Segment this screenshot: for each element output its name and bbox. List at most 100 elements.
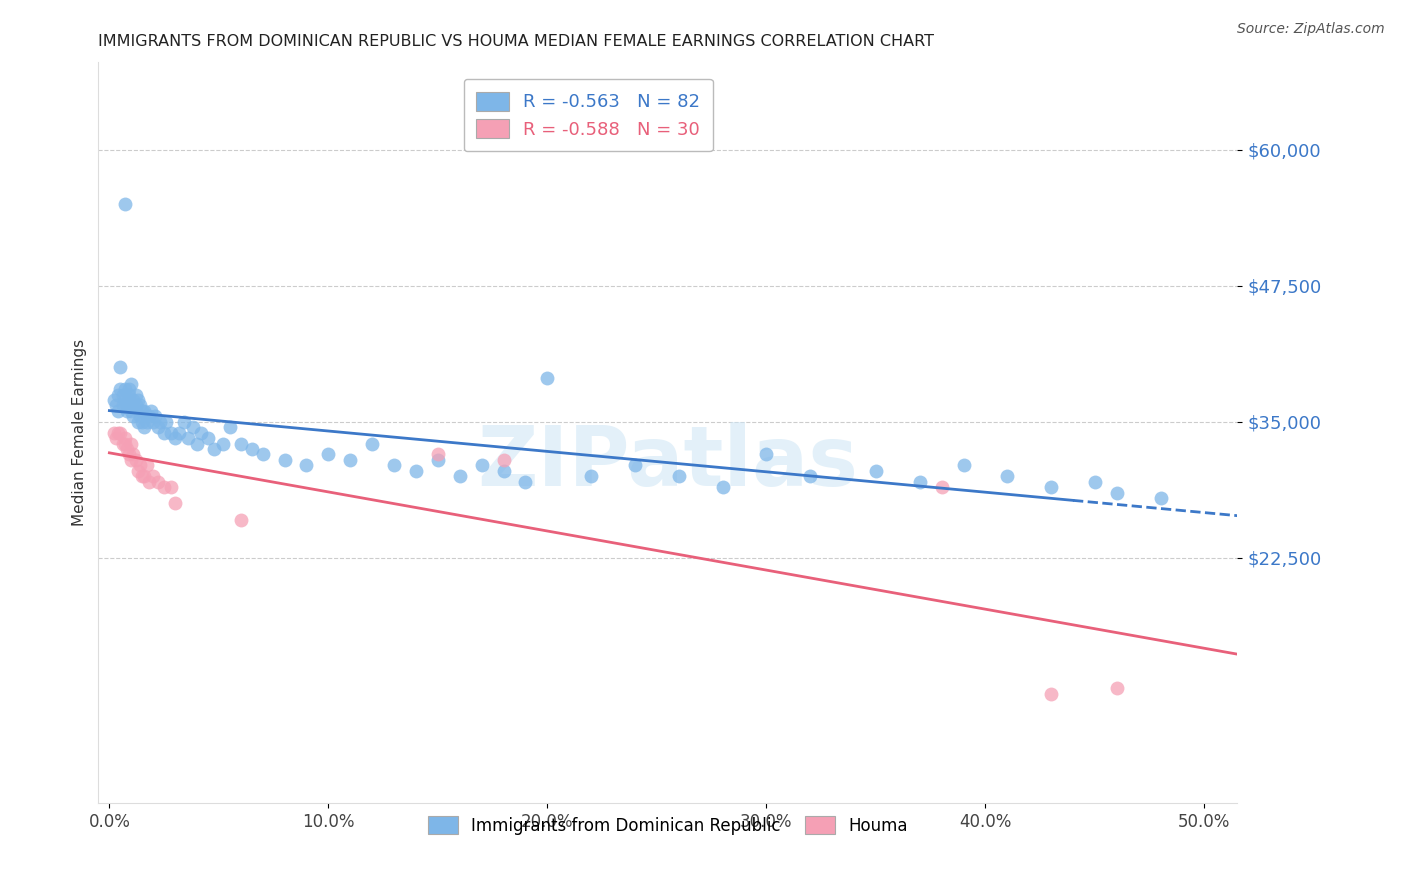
Point xyxy=(107,425,129,440)
Y-axis label: Median Female Earnings: Median Female Earnings xyxy=(72,339,87,526)
Point xyxy=(110,360,132,375)
Point xyxy=(190,425,212,440)
Point xyxy=(382,458,405,473)
Point xyxy=(159,425,181,440)
Point xyxy=(124,398,146,412)
Point xyxy=(1040,480,1063,494)
Point xyxy=(120,404,142,418)
Point xyxy=(252,447,274,461)
Point xyxy=(131,415,153,429)
Point xyxy=(318,447,340,461)
Point xyxy=(135,458,157,473)
Point xyxy=(1105,681,1128,696)
Point xyxy=(110,382,132,396)
Point xyxy=(118,392,141,407)
Point xyxy=(149,415,172,429)
Point xyxy=(155,415,177,429)
Point xyxy=(104,398,127,412)
Legend: Immigrants from Dominican Republic, Houma: Immigrants from Dominican Republic, Houm… xyxy=(416,805,920,847)
Point xyxy=(120,398,142,412)
Point xyxy=(405,464,427,478)
Point xyxy=(181,420,204,434)
Point xyxy=(668,469,690,483)
Point xyxy=(107,404,129,418)
Point xyxy=(146,420,169,434)
Point xyxy=(169,425,191,440)
Text: IMMIGRANTS FROM DOMINICAN REPUBLIC VS HOUMA MEDIAN FEMALE EARNINGS CORRELATION C: IMMIGRANTS FROM DOMINICAN REPUBLIC VS HO… xyxy=(98,34,935,49)
Point xyxy=(212,436,235,450)
Point xyxy=(118,447,141,461)
Point xyxy=(273,453,295,467)
Point xyxy=(471,458,494,473)
Point xyxy=(118,387,141,401)
Point xyxy=(120,453,142,467)
Point xyxy=(624,458,647,473)
Point xyxy=(114,382,136,396)
Point xyxy=(186,436,208,450)
Point xyxy=(146,475,169,489)
Point xyxy=(114,436,136,450)
Point xyxy=(139,404,162,418)
Point xyxy=(115,442,138,456)
Point xyxy=(115,404,138,418)
Point xyxy=(115,398,138,412)
Point xyxy=(131,469,153,483)
Point xyxy=(229,436,252,450)
Point xyxy=(1040,687,1063,701)
Point xyxy=(129,458,152,473)
Point xyxy=(114,197,136,211)
Point xyxy=(104,431,127,445)
Point xyxy=(120,436,142,450)
Point xyxy=(515,475,537,489)
Point xyxy=(110,425,132,440)
Point xyxy=(492,453,515,467)
Point xyxy=(135,415,157,429)
Point xyxy=(449,469,471,483)
Point xyxy=(579,469,602,483)
Point xyxy=(103,425,125,440)
Point xyxy=(118,382,141,396)
Point xyxy=(1084,475,1107,489)
Point xyxy=(122,447,145,461)
Point xyxy=(426,453,449,467)
Point xyxy=(153,480,176,494)
Point xyxy=(145,409,167,424)
Point xyxy=(1105,485,1128,500)
Point xyxy=(536,371,558,385)
Point xyxy=(127,392,149,407)
Point xyxy=(134,469,156,483)
Point xyxy=(122,392,145,407)
Point xyxy=(165,431,187,445)
Point xyxy=(197,431,219,445)
Point xyxy=(218,420,240,434)
Text: Source: ZipAtlas.com: Source: ZipAtlas.com xyxy=(1237,22,1385,37)
Point xyxy=(142,415,165,429)
Point xyxy=(124,387,146,401)
Point xyxy=(799,469,821,483)
Point xyxy=(134,420,156,434)
Point xyxy=(711,480,734,494)
Point xyxy=(295,458,318,473)
Point xyxy=(173,415,195,429)
Point xyxy=(114,392,136,407)
Point xyxy=(138,475,160,489)
Point xyxy=(127,464,149,478)
Point xyxy=(908,475,931,489)
Point xyxy=(755,447,778,461)
Point xyxy=(229,513,252,527)
Point xyxy=(1149,491,1171,505)
Text: ZIPatlas: ZIPatlas xyxy=(478,422,858,503)
Point xyxy=(339,453,361,467)
Point xyxy=(142,469,165,483)
Point xyxy=(111,387,134,401)
Point xyxy=(111,398,134,412)
Point xyxy=(131,404,153,418)
Point xyxy=(124,453,146,467)
Point xyxy=(165,496,187,510)
Point xyxy=(153,425,176,440)
Point xyxy=(204,442,226,456)
Point xyxy=(114,431,136,445)
Point xyxy=(129,398,152,412)
Point xyxy=(995,469,1018,483)
Point xyxy=(952,458,974,473)
